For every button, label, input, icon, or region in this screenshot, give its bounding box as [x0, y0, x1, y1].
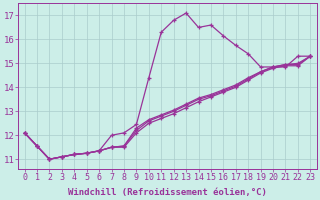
- X-axis label: Windchill (Refroidissement éolien,°C): Windchill (Refroidissement éolien,°C): [68, 188, 267, 197]
